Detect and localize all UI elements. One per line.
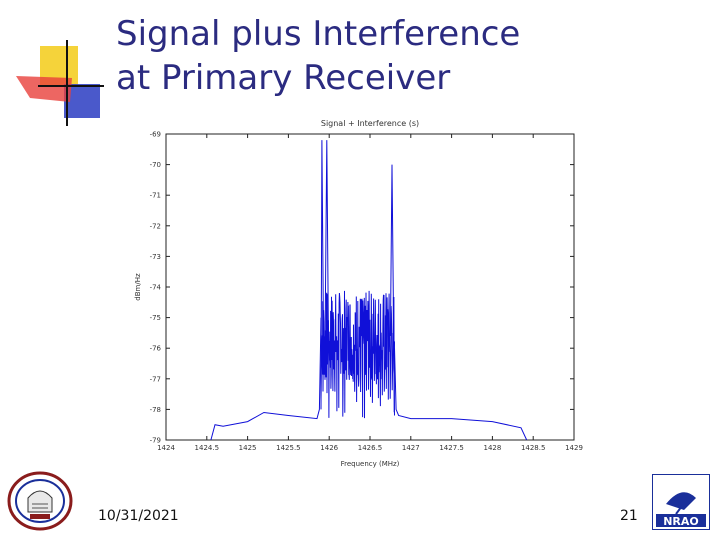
x-tick-label: 1427.5 [439, 444, 464, 452]
slide-page-number: 21 [620, 508, 638, 524]
y-tick-label: -77 [150, 375, 161, 383]
y-axis-label: dBm/Hz [134, 273, 142, 301]
x-axis-label: Frequency (MHz) [341, 460, 400, 468]
x-tick-label: 1428 [483, 444, 501, 452]
x-tick-label: 1429 [565, 444, 583, 452]
signal-interference-chart: Signal + Interference (s) Frequency (MHz… [134, 119, 583, 468]
series-spike [393, 335, 395, 416]
x-tick-label: 1424.5 [195, 444, 220, 452]
corner-decoration [16, 40, 104, 126]
nrao-logo: NRAO [652, 474, 710, 530]
series-spike [324, 140, 329, 337]
y-tick-label: -73 [150, 253, 161, 261]
y-tick-label: -71 [150, 192, 161, 200]
y-tick-label: -74 [150, 284, 162, 292]
x-tick-label: 1426.5 [358, 444, 383, 452]
slide-date: 10/31/2021 [98, 508, 179, 524]
slide-title-line-2: at Primary Receiver [116, 58, 451, 98]
y-axis-ticks: -69 -70 -71 -72 -73 -74 -75 -76 -77 -78 -79 [150, 131, 574, 445]
x-tick-label: 1426 [320, 444, 338, 452]
series-line-right-skirt [394, 348, 528, 441]
x-tick-label: 1425 [239, 444, 257, 452]
series-line-left-skirt [210, 317, 322, 441]
y-tick-label: -78 [150, 406, 161, 414]
y-tick-label: -72 [150, 222, 161, 230]
y-tick-label: -76 [150, 345, 162, 353]
series-line-interference [320, 290, 395, 419]
y-tick-label: -70 [150, 161, 161, 169]
slide-title-line-1: Signal plus Interference [116, 14, 521, 54]
x-axis-ticks: 1424 1424.5 1425 1425.5 1426 1426.5 1427 1427.5… [157, 134, 583, 452]
x-tick-label: 1424 [157, 444, 175, 452]
y-tick-label: -75 [150, 314, 161, 322]
series-spike [389, 164, 395, 337]
university-seal-logo [7, 471, 73, 531]
x-tick-label: 1427 [402, 444, 420, 452]
y-tick-label: -69 [150, 131, 161, 139]
deco-red-swoosh [16, 76, 72, 102]
x-tick-label: 1428.5 [521, 444, 546, 452]
y-tick-label: -79 [150, 437, 161, 445]
series-group [210, 140, 528, 441]
chart-title: Signal + Interference (s) [321, 119, 419, 128]
x-tick-label: 1425.5 [276, 444, 301, 452]
svg-text:NRAO: NRAO [663, 515, 699, 528]
series-spike [320, 140, 324, 410]
